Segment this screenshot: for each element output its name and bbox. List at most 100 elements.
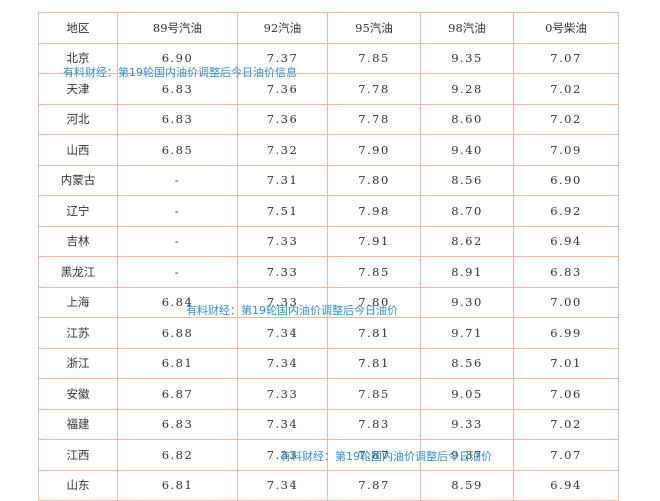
cell-89-gasoline: 6.83: [117, 103, 238, 135]
cell-92-gasoline: 7.51: [237, 195, 328, 227]
cell-0-diesel: 7.01: [513, 347, 619, 379]
cell-region: 内蒙古: [38, 164, 118, 196]
cell-0-diesel: 7.02: [513, 408, 619, 440]
cell-region: 福建: [38, 408, 118, 440]
cell-89-gasoline: 6.87: [117, 378, 238, 410]
table-header: 地区 89号汽油 92汽油 95汽油 98汽油 0号柴油: [38, 12, 619, 44]
table-row: 福建 6.83 7.34 7.83 9.33 7.02: [38, 408, 619, 440]
header-row: 地区 89号汽油 92汽油 95汽油 98汽油 0号柴油: [38, 12, 619, 44]
cell-98-gasoline: 8.60: [420, 103, 514, 135]
cell-95-gasoline: 7.78: [327, 103, 421, 135]
cell-89-gasoline: -: [117, 164, 238, 196]
cell-region: 江西: [38, 439, 118, 471]
cell-98-gasoline: 9.40: [420, 134, 514, 166]
cell-92-gasoline: 7.34: [237, 408, 328, 440]
cell-92-gasoline: 7.33: [237, 378, 328, 410]
cell-0-diesel: 7.07: [513, 439, 619, 471]
cell-98-gasoline: 9.28: [420, 73, 514, 105]
cell-89-gasoline: 6.82: [117, 439, 238, 471]
cell-92-gasoline: 7.33: [237, 225, 328, 257]
cell-92-gasoline: 7.31: [237, 164, 328, 196]
cell-89-gasoline: 6.85: [117, 134, 238, 166]
header-98-gasoline: 98汽油: [420, 12, 514, 44]
cell-95-gasoline: 7.87: [327, 439, 421, 471]
table-row: 山西 6.85 7.32 7.90 9.40 7.09: [38, 134, 619, 166]
cell-region: 黑龙江: [38, 256, 118, 288]
cell-region: 辽宁: [38, 195, 118, 227]
cell-89-gasoline: 6.83: [117, 408, 238, 440]
cell-89-gasoline: 6.81: [117, 347, 238, 379]
cell-region: 山东: [38, 469, 118, 501]
cell-0-diesel: 6.83: [513, 256, 619, 288]
cell-92-gasoline: 7.37: [237, 42, 328, 74]
header-92-gasoline: 92汽油: [237, 12, 328, 44]
cell-95-gasoline: 7.87: [327, 469, 421, 501]
cell-region: 山西: [38, 134, 118, 166]
cell-98-gasoline: 8.56: [420, 347, 514, 379]
table-row: 浙江 6.81 7.34 7.81 8.56 7.01: [38, 347, 619, 379]
cell-95-gasoline: 7.80: [327, 164, 421, 196]
cell-95-gasoline: 7.81: [327, 347, 421, 379]
cell-89-gasoline: 6.81: [117, 469, 238, 501]
cell-92-gasoline: 7.33: [237, 286, 328, 318]
cell-region: 浙江: [38, 347, 118, 379]
cell-95-gasoline: 7.83: [327, 408, 421, 440]
table-row: 上海 6.84 7.33 7.80 9.30 7.00: [38, 286, 619, 318]
cell-98-gasoline: 9.37: [420, 439, 514, 471]
cell-89-gasoline: -: [117, 225, 238, 257]
header-89-gasoline: 89号汽油: [117, 12, 238, 44]
cell-89-gasoline: 6.84: [117, 286, 238, 318]
cell-0-diesel: 7.06: [513, 378, 619, 410]
cell-0-diesel: 6.92: [513, 195, 619, 227]
cell-95-gasoline: 7.85: [327, 42, 421, 74]
table-row: 江苏 6.88 7.34 7.81 9.71 6.99: [38, 317, 619, 349]
table-body: 北京 6.90 7.37 7.85 9.35 7.07 天津 6.83 7.36 7.78 9.28…: [38, 42, 619, 501]
table-row: 安徽 6.87 7.33 7.85 9.05 7.06: [38, 378, 619, 410]
cell-0-diesel: 7.02: [513, 73, 619, 105]
cell-98-gasoline: 8.62: [420, 225, 514, 257]
cell-92-gasoline: 7.36: [237, 103, 328, 135]
cell-89-gasoline: -: [117, 256, 238, 288]
cell-95-gasoline: 7.98: [327, 195, 421, 227]
cell-region: 北京: [38, 42, 118, 74]
cell-98-gasoline: 8.70: [420, 195, 514, 227]
cell-92-gasoline: 7.33: [237, 439, 328, 471]
cell-95-gasoline: 7.81: [327, 317, 421, 349]
cell-95-gasoline: 7.90: [327, 134, 421, 166]
table-row: 吉林 -7.33 7.91 8.62 6.94: [38, 225, 619, 257]
cell-98-gasoline: 9.30: [420, 286, 514, 318]
cell-0-diesel: 6.94: [513, 469, 619, 501]
cell-0-diesel: 6.94: [513, 225, 619, 257]
cell-89-gasoline: 6.90: [117, 42, 238, 74]
cell-98-gasoline: 9.71: [420, 317, 514, 349]
cell-0-diesel: 7.02: [513, 103, 619, 135]
cell-89-gasoline: -: [117, 195, 238, 227]
header-0-diesel: 0号柴油: [513, 12, 619, 44]
cell-92-gasoline: 7.34: [237, 469, 328, 501]
cell-95-gasoline: 7.80: [327, 286, 421, 318]
cell-98-gasoline: 8.59: [420, 469, 514, 501]
table-row: 河北 6.83 7.36 7.78 8.60 7.02: [38, 103, 619, 135]
cell-92-gasoline: 7.34: [237, 317, 328, 349]
table-row: 黑龙江 -7.33 7.85 8.91 6.83: [38, 256, 619, 288]
cell-98-gasoline: 9.33: [420, 408, 514, 440]
cell-98-gasoline: 8.56: [420, 164, 514, 196]
cell-region: 天津: [38, 73, 118, 105]
cell-region: 吉林: [38, 225, 118, 257]
table-row: 内蒙古 -7.31 7.80 8.56 6.90: [38, 164, 619, 196]
cell-95-gasoline: 7.78: [327, 73, 421, 105]
cell-95-gasoline: 7.85: [327, 378, 421, 410]
cell-89-gasoline: 6.83: [117, 73, 238, 105]
cell-region: 江苏: [38, 317, 118, 349]
cell-95-gasoline: 7.85: [327, 256, 421, 288]
header-region: 地区: [38, 12, 118, 44]
table-row: 天津 6.83 7.36 7.78 9.28 7.02: [38, 73, 619, 105]
cell-region: 安徽: [38, 378, 118, 410]
cell-98-gasoline: 9.35: [420, 42, 514, 74]
cell-92-gasoline: 7.32: [237, 134, 328, 166]
cell-region: 上海: [38, 286, 118, 318]
header-95-gasoline: 95汽油: [327, 12, 421, 44]
table-row: 辽宁 -7.51 7.98 8.70 6.92: [38, 195, 619, 227]
cell-92-gasoline: 7.36: [237, 73, 328, 105]
fuel-price-table: 地区 89号汽油 92汽油 95汽油 98汽油 0号柴油 北京 6.90 7.37 7.85 9.…: [38, 12, 619, 501]
